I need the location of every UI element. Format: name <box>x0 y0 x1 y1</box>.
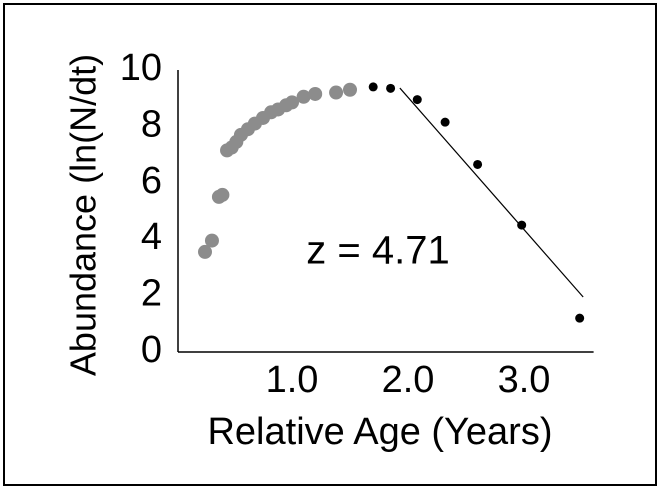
y-tick-label: 0 <box>141 329 162 371</box>
frame <box>3 3 657 486</box>
point <box>308 86 323 101</box>
point <box>517 220 527 230</box>
y-tick-label: 2 <box>141 273 162 315</box>
fit-line <box>399 87 584 298</box>
point <box>440 117 450 127</box>
x-tick-label: 1.0 <box>266 359 319 401</box>
point <box>343 82 357 97</box>
y-axis-label: Abundance (ln(N/dt) <box>63 54 104 376</box>
point <box>296 89 311 104</box>
y-tick-label: 10 <box>120 47 162 89</box>
annotation: z = 4.71 <box>306 229 449 273</box>
point <box>198 244 212 259</box>
point <box>386 83 396 93</box>
point <box>215 187 230 202</box>
x-tick-label: 3.0 <box>498 359 551 401</box>
point <box>473 159 483 169</box>
point <box>412 95 422 105</box>
x-tick-label: 2.0 <box>382 359 435 401</box>
point <box>285 95 299 110</box>
y-tick-label: 4 <box>141 216 162 258</box>
point <box>204 233 219 248</box>
point <box>329 85 344 100</box>
point <box>368 82 378 92</box>
x-axis-label: Relative Age (Years) <box>207 411 552 453</box>
point <box>575 313 585 323</box>
y-tick-label: 6 <box>141 160 162 202</box>
y-tick-label: 8 <box>141 103 162 145</box>
